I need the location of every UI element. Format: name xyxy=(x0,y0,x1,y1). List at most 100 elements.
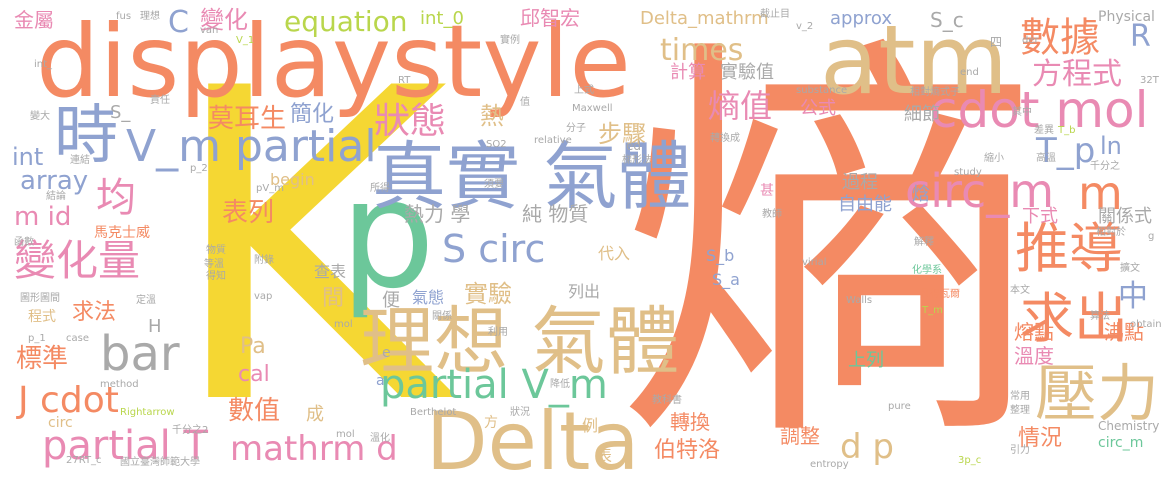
word-case: case xyxy=(66,333,89,344)
word-S-a: S_a xyxy=(712,270,740,289)
word-fus: fus xyxy=(116,11,132,22)
word-R: R xyxy=(1130,19,1151,54)
word-times: times xyxy=(660,33,744,68)
word-Chemistry: Chemistry xyxy=(1098,419,1160,433)
word-ln: ln xyxy=(1100,132,1122,160)
word-lixiang-small: 理想 xyxy=(140,11,160,22)
word-mol-small: mol xyxy=(336,429,355,440)
word-gaosu: 高溫 xyxy=(1036,153,1056,164)
word-entropy: entropy xyxy=(810,459,849,470)
word-partial-T: partial T xyxy=(42,423,208,469)
word-zeren: 責任 xyxy=(150,95,170,106)
word-chunwuzhi: 純 物質 xyxy=(522,202,589,226)
word-bianhua: 變化 xyxy=(200,6,248,34)
word-biangeng: 變大 xyxy=(30,111,50,122)
word-RT: RT xyxy=(398,75,411,86)
word-Maxwell: Maxwell xyxy=(572,103,613,114)
word-Berthelot: Berthelot xyxy=(410,407,457,418)
word-van: van xyxy=(200,25,219,36)
word-m-id: m id xyxy=(14,202,72,232)
word-bian: 便 xyxy=(382,290,400,311)
word-a: a xyxy=(376,373,385,389)
word-shangshi: 上式 xyxy=(574,85,594,96)
word-chayi: 差異 xyxy=(1034,125,1054,136)
word-pure: pure xyxy=(888,401,911,412)
word-gongshi: 公式 xyxy=(800,98,836,119)
word-wendu: 溫度 xyxy=(1014,344,1054,368)
word-chabiao: 查表 xyxy=(314,262,347,281)
word-circ-m-small: circ_m xyxy=(1098,435,1144,451)
word-re: 熱 xyxy=(480,102,504,130)
word-benwen: 本文 xyxy=(1010,285,1030,296)
word-zhuanhuancheng: 轉換成 xyxy=(710,133,740,144)
word-S-b: S_b xyxy=(706,246,735,265)
word-obtain: obtain xyxy=(1130,319,1162,330)
word-mol: mol xyxy=(334,319,353,330)
word-liechu: 列出 xyxy=(568,282,601,301)
word-shuzhi: 數值 xyxy=(228,396,281,426)
word-deni: 得知 xyxy=(206,271,226,282)
word-cal: cal xyxy=(238,362,270,387)
word-int-: int_ xyxy=(34,59,53,70)
word-shangzhi: 熵值 xyxy=(708,87,773,125)
word-qingkuang: 情況 xyxy=(1018,426,1063,451)
word-shangliezi: 上列 xyxy=(848,350,884,371)
word-V-m-partial: V_m partial xyxy=(126,121,377,172)
word-relixue: 熱力 學 xyxy=(404,202,471,226)
word-H: H xyxy=(148,316,162,337)
word-zhong: 中 xyxy=(1118,279,1148,314)
word-equation: equation xyxy=(284,5,408,38)
word-biaozhun: 標準 xyxy=(16,344,69,374)
word-jiangdi: 降低 xyxy=(550,379,570,390)
word-yali: 壓力 xyxy=(1035,357,1160,430)
word-xiashi: 下式 xyxy=(1022,206,1058,227)
word-lianjie: 連結 xyxy=(70,155,90,166)
word-li: 例 xyxy=(582,416,599,435)
word-C: C xyxy=(168,5,189,40)
word-xuyao: 須要 xyxy=(484,179,504,190)
word-fenzi: 分子 xyxy=(566,123,586,134)
word-substance: substance xyxy=(796,85,848,96)
word-moersheng: 莫耳生 xyxy=(208,104,287,134)
word-T-p: T_p xyxy=(1036,131,1096,171)
word-T-m: T_m xyxy=(922,305,943,316)
word-ed: ed xyxy=(626,139,641,153)
word-method: method xyxy=(100,379,139,390)
word-Pa: Pa xyxy=(240,334,266,359)
word-jisuan: 計算 xyxy=(670,62,706,83)
word-si: 四 xyxy=(990,35,1003,49)
word-qiuchu: 求出 xyxy=(1020,287,1128,350)
word-shiyou: 實例 xyxy=(500,35,520,46)
word-zhengli: 整理 xyxy=(1010,405,1030,416)
word-fang: 方 xyxy=(484,415,498,431)
word-tiaozheng: 調整 xyxy=(780,424,820,448)
word-Delta-mathrm: Delta_mathrm xyxy=(640,8,769,29)
word-han: 焓 xyxy=(912,184,930,205)
word-pV-m: pV_m xyxy=(256,183,284,194)
word-27RT-c: 27RT_c xyxy=(66,455,102,466)
word-changyong: 常用 xyxy=(1010,391,1030,402)
word-zhi: 值 xyxy=(520,97,530,108)
word-guocheng: 過程 xyxy=(842,172,878,193)
word-m-right: m xyxy=(1078,166,1123,220)
word-lixiang-qiti: 理想 氣體 xyxy=(360,299,680,385)
word-J-cdot: J cdot xyxy=(18,380,119,421)
word-xijie: 細節 xyxy=(904,104,940,125)
word-huaxuexi: 化學系 xyxy=(912,265,942,276)
word-bianhualiang: 變化量 xyxy=(14,236,141,285)
word-jieshi: 解釋 xyxy=(914,237,934,248)
word-jiaoshi: 教師 xyxy=(762,209,782,220)
word-bar: bar xyxy=(100,326,180,382)
word-d-p: d p xyxy=(840,427,894,467)
word-qizhong: 其中 xyxy=(1012,107,1032,118)
word-shuju: 數據 xyxy=(1020,15,1100,61)
word-shiyan: 實驗 xyxy=(464,280,512,308)
word-der: der xyxy=(1022,35,1039,46)
word-Physical: Physical xyxy=(1098,9,1155,25)
word-T-b: T_b xyxy=(1058,125,1076,136)
word-guanxi: 關係 xyxy=(432,311,452,322)
word-qitai: 氣態 xyxy=(412,288,445,307)
word-v-2: v_2 xyxy=(796,21,814,32)
word-liyong: 利用 xyxy=(488,327,508,338)
